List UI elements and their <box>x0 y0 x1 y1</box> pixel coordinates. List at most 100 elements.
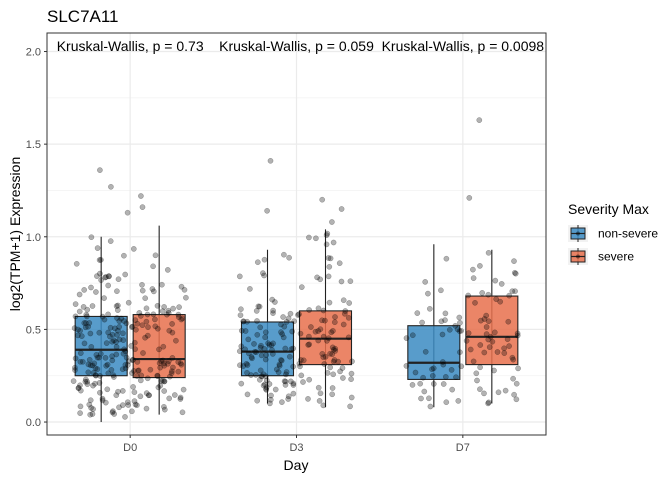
data-point <box>154 372 161 379</box>
data-point <box>348 394 355 401</box>
data-point <box>152 252 159 259</box>
data-point <box>282 382 289 388</box>
data-point <box>326 263 333 270</box>
data-point <box>319 317 325 324</box>
data-point <box>502 387 509 394</box>
data-point <box>458 363 465 370</box>
data-point <box>98 277 104 283</box>
data-point <box>281 323 288 330</box>
data-point <box>327 255 334 262</box>
data-point <box>158 358 164 365</box>
data-point <box>82 324 89 331</box>
data-point <box>75 326 81 333</box>
data-point <box>125 358 132 365</box>
data-point <box>169 329 176 336</box>
data-point <box>109 331 116 338</box>
data-point <box>403 363 410 369</box>
data-point <box>159 281 165 288</box>
data-point <box>83 311 90 318</box>
data-point <box>483 331 490 337</box>
data-point <box>258 342 264 349</box>
data-point <box>421 388 428 395</box>
data-point <box>261 381 268 388</box>
data-point <box>169 321 175 327</box>
data-point <box>491 367 497 374</box>
data-point <box>466 195 473 201</box>
data-point <box>101 316 108 323</box>
data-point <box>177 360 184 367</box>
data-point <box>134 359 141 365</box>
data-point <box>492 277 499 284</box>
data-point <box>349 358 355 365</box>
data-point <box>514 330 521 337</box>
data-point <box>139 322 146 329</box>
data-point <box>94 245 101 251</box>
data-point <box>442 317 448 323</box>
data-point <box>275 369 282 375</box>
data-point <box>125 299 132 306</box>
data-point <box>132 401 139 408</box>
data-point <box>105 329 112 336</box>
data-point <box>87 397 94 404</box>
data-point <box>107 333 113 340</box>
data-point <box>240 318 247 325</box>
data-point <box>409 332 416 339</box>
data-point <box>262 329 269 336</box>
data-point <box>493 296 500 302</box>
data-point <box>116 318 123 324</box>
data-point <box>88 405 94 411</box>
data-point <box>300 379 306 385</box>
data-point <box>320 354 327 361</box>
data-point <box>122 271 129 278</box>
data-point <box>280 314 286 320</box>
data-point <box>169 355 176 361</box>
data-point <box>147 366 154 373</box>
data-point <box>485 400 491 407</box>
data-point <box>442 374 449 380</box>
data-point <box>272 386 279 393</box>
data-point <box>283 371 289 378</box>
data-point <box>85 323 92 330</box>
boxes <box>74 295 519 380</box>
data-point <box>429 372 436 379</box>
data-point <box>96 257 103 263</box>
data-point <box>92 365 99 372</box>
data-point <box>347 403 353 410</box>
data-point <box>82 376 89 383</box>
data-point <box>266 381 273 387</box>
data-point <box>473 370 480 377</box>
data-point <box>477 386 483 393</box>
data-point <box>82 320 89 326</box>
data-point <box>296 360 303 367</box>
box-severe-D0 <box>132 314 186 379</box>
data-point <box>267 396 274 403</box>
data-point <box>314 274 320 281</box>
x-tick-label: D0 <box>123 442 137 454</box>
data-point <box>485 291 492 298</box>
data-point <box>442 310 449 317</box>
data-point <box>168 370 175 377</box>
data-point <box>97 350 104 357</box>
x-axis-ticks: D0 D3 D7 <box>123 435 470 454</box>
data-point <box>133 326 139 333</box>
legend-label-non-severe: non-severe <box>598 227 658 241</box>
data-point <box>105 282 112 289</box>
data-point <box>486 344 493 350</box>
data-point <box>455 398 462 404</box>
data-point <box>457 349 463 356</box>
data-point <box>144 332 151 339</box>
data-point <box>315 305 322 312</box>
data-point <box>414 310 421 316</box>
data-point <box>448 367 455 373</box>
data-point <box>183 294 189 301</box>
data-point <box>119 388 126 394</box>
data-point <box>298 372 305 379</box>
data-point <box>254 397 261 404</box>
data-point <box>283 319 290 325</box>
data-point <box>281 378 288 385</box>
data-point <box>329 351 336 358</box>
data-point <box>120 330 126 337</box>
data-point <box>180 386 187 393</box>
data-point <box>342 308 349 314</box>
data-point <box>150 263 156 270</box>
